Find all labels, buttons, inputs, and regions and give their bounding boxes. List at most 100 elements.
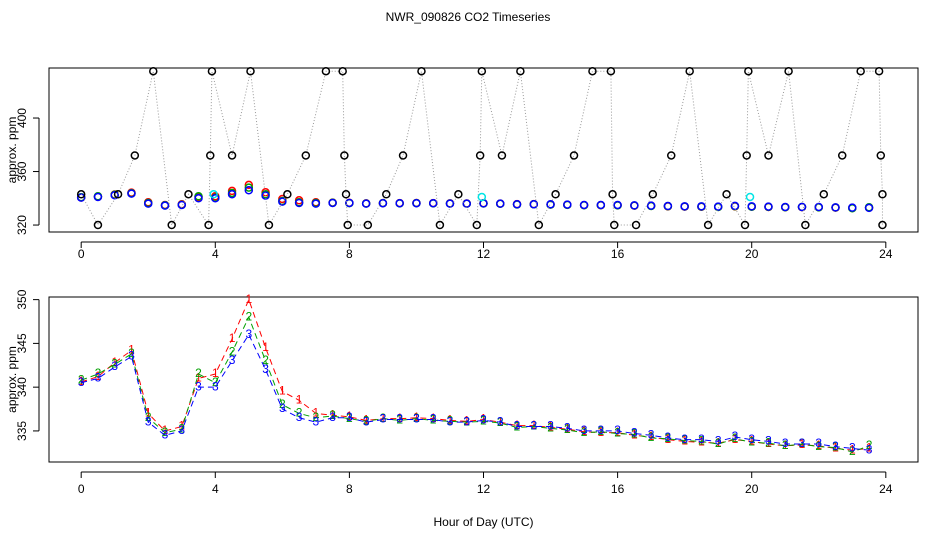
point bbox=[477, 66, 487, 76]
point bbox=[209, 190, 218, 199]
point bbox=[340, 151, 349, 160]
point-symbol: 2 bbox=[178, 421, 185, 435]
point-symbol: 1 bbox=[296, 392, 303, 406]
point-symbol: 3 bbox=[514, 419, 521, 433]
point bbox=[563, 200, 572, 209]
point-symbol: 2 bbox=[380, 411, 387, 425]
x-tick-label: 4 bbox=[212, 482, 219, 496]
point-symbol: 2 bbox=[815, 439, 822, 453]
point-symbol: 3 bbox=[815, 436, 822, 450]
point bbox=[551, 190, 560, 199]
point-symbol: 1 bbox=[346, 409, 353, 423]
point-symbol: 3 bbox=[497, 414, 504, 428]
point bbox=[143, 199, 153, 208]
point bbox=[730, 201, 740, 211]
point-symbol: 1 bbox=[212, 366, 219, 380]
x-tick-label: 24 bbox=[879, 247, 893, 261]
point-symbol: 2 bbox=[212, 375, 219, 389]
series-line bbox=[81, 315, 870, 453]
point-symbol: 3 bbox=[313, 414, 320, 428]
point bbox=[378, 198, 388, 208]
point bbox=[227, 151, 237, 160]
point bbox=[546, 200, 555, 209]
point-symbol: 1 bbox=[480, 412, 487, 426]
point-symbol: 3 bbox=[748, 432, 755, 446]
x-tick-label: 16 bbox=[611, 482, 625, 496]
x-tick-label: 24 bbox=[879, 482, 893, 496]
point bbox=[462, 199, 471, 208]
point bbox=[160, 201, 170, 210]
point bbox=[764, 151, 773, 160]
point-symbol: 2 bbox=[430, 413, 437, 427]
point bbox=[244, 183, 254, 192]
point bbox=[227, 190, 237, 199]
point-symbol: 3 bbox=[480, 413, 487, 427]
point bbox=[784, 66, 793, 76]
point bbox=[130, 151, 140, 160]
point bbox=[516, 66, 525, 76]
point bbox=[311, 199, 321, 208]
point-symbol: 2 bbox=[111, 357, 118, 371]
point bbox=[878, 190, 887, 199]
point-symbol: 2 bbox=[413, 411, 420, 425]
point-symbol: 2 bbox=[681, 433, 688, 447]
point-symbol: 3 bbox=[698, 432, 705, 446]
point-symbol: 3 bbox=[597, 423, 604, 437]
point-symbol: 2 bbox=[463, 414, 470, 428]
point bbox=[878, 220, 887, 230]
point bbox=[497, 151, 507, 160]
point bbox=[264, 220, 274, 230]
point bbox=[76, 190, 86, 199]
point-symbol: 1 bbox=[648, 429, 655, 443]
point bbox=[363, 220, 373, 230]
point-symbol: 1 bbox=[782, 438, 789, 452]
x-tick-label: 8 bbox=[346, 482, 353, 496]
point bbox=[283, 190, 292, 199]
point-symbol: 2 bbox=[547, 420, 554, 434]
point-symbol: 2 bbox=[581, 425, 588, 439]
point-symbol: 3 bbox=[396, 412, 403, 426]
point-symbol: 2 bbox=[614, 426, 621, 440]
point-symbol: 2 bbox=[195, 366, 202, 380]
point bbox=[382, 190, 391, 199]
point-symbol: 1 bbox=[497, 414, 504, 428]
point-symbol: 2 bbox=[866, 438, 873, 452]
series-line bbox=[81, 333, 870, 451]
point-symbol: 3 bbox=[765, 434, 772, 448]
point-symbol: 3 bbox=[229, 353, 236, 367]
point bbox=[680, 202, 689, 211]
point-symbol: 1 bbox=[195, 371, 202, 385]
point bbox=[703, 220, 713, 230]
point-symbol: 2 bbox=[698, 434, 705, 448]
point bbox=[167, 220, 176, 230]
point bbox=[341, 190, 351, 199]
point-symbol: 1 bbox=[430, 411, 437, 425]
point-symbol: 1 bbox=[380, 411, 387, 425]
y-tick-label: 320 bbox=[15, 215, 29, 235]
point-symbol: 2 bbox=[329, 408, 336, 422]
point bbox=[184, 190, 193, 199]
point bbox=[764, 202, 773, 211]
point-symbol: 1 bbox=[329, 407, 336, 421]
point bbox=[278, 197, 287, 206]
point-symbol: 2 bbox=[765, 435, 772, 449]
point bbox=[744, 66, 753, 76]
point-symbol: 3 bbox=[447, 414, 454, 428]
point bbox=[113, 190, 123, 199]
point bbox=[874, 66, 884, 76]
point-symbol: 1 bbox=[866, 441, 873, 455]
point bbox=[819, 190, 829, 199]
point-symbol: 2 bbox=[849, 444, 856, 458]
point-symbol: 2 bbox=[530, 419, 537, 433]
point-symbol: 2 bbox=[95, 366, 102, 380]
point bbox=[747, 202, 756, 211]
point bbox=[529, 200, 539, 209]
point-symbol: 2 bbox=[631, 427, 638, 441]
point-symbol: 3 bbox=[631, 426, 638, 440]
point-symbol: 1 bbox=[765, 436, 772, 450]
y-tick-label: 340 bbox=[15, 377, 29, 397]
point bbox=[398, 151, 408, 160]
point bbox=[797, 202, 807, 212]
point-symbol: 3 bbox=[363, 414, 370, 428]
